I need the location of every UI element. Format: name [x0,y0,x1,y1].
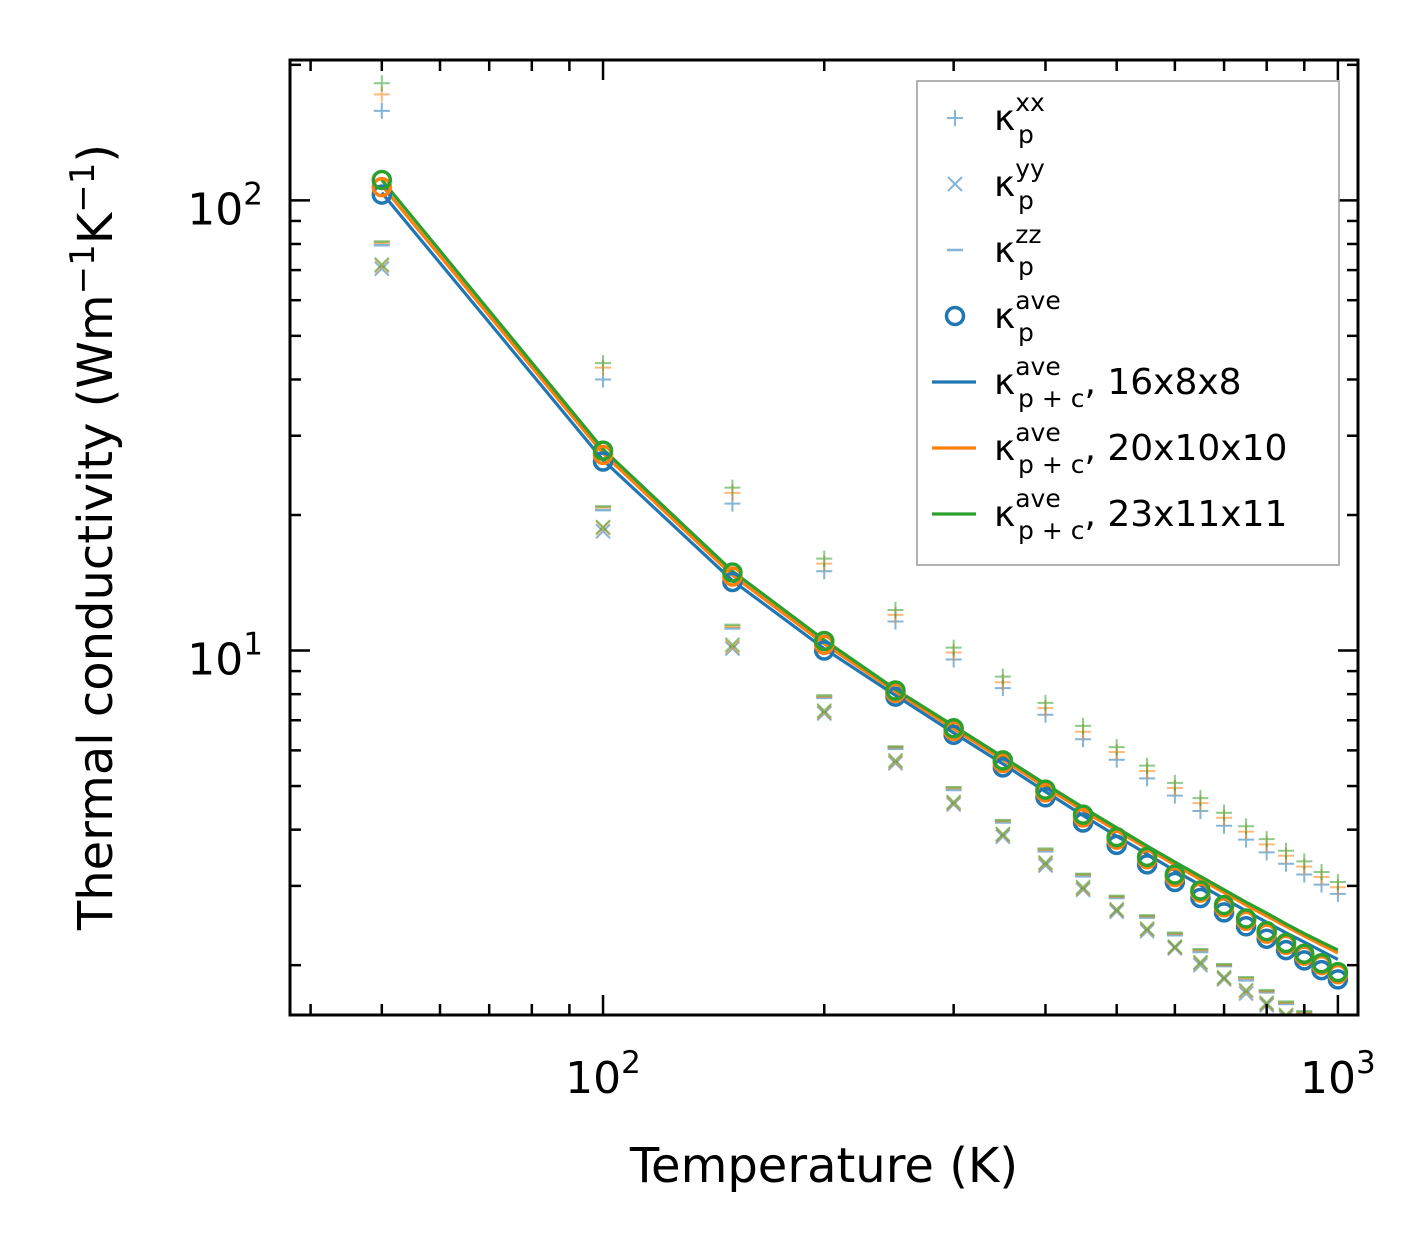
legend-label: κave p + c, 20x10x10 [994,418,1287,479]
plot-area [371,75,1349,1015]
kappa-pc-line-23x11x11 [380,178,1339,952]
kappa-yy-point [1139,923,1155,939]
legend-label: κave p + c, 23x11x11 [994,484,1287,545]
legend-label: κzz p [994,220,1041,281]
kappa-yy-point [1278,1007,1294,1015]
kappa-yy-point [1192,954,1209,970]
kappa-ave-point [1294,943,1315,965]
kappa-xx-point [1258,831,1275,848]
kappa-ave-point [1072,804,1094,825]
kappa-xx-point [373,102,390,119]
kappa-ave-point [722,562,743,583]
kappa-ave-point [1106,826,1127,848]
legend-label: κxx p [994,88,1045,149]
legend-circle-marker [944,305,966,327]
kappa-yy-point [724,638,741,655]
kappa-xx-point [1108,739,1125,756]
kappa-ave-point [592,451,614,472]
kappa-xx-point [1216,804,1233,821]
kappa-yy-point [1192,957,1209,973]
kappa-xx-point [1075,717,1092,734]
kappa-xx-point [724,479,741,496]
kappa-ave-point [813,630,835,652]
y-axis-label: Thermal conductivity (Wm−1K−1) [63,144,124,931]
kappa-yy-point [1108,903,1125,920]
kappa-yy-point [1037,854,1054,871]
x-tick-label: 103 [1300,1045,1376,1104]
kappa-ave-point [885,680,906,701]
kappa-ave-point [1235,908,1257,929]
kappa-yy-point [595,523,611,540]
legend-label: κave p [994,286,1061,347]
kappa-yy-point [1139,921,1155,937]
kappa-ave-point [1035,779,1056,800]
legend-box [916,80,1340,566]
kappa-yy-point [1037,857,1054,874]
kappa-yy-point [374,256,390,273]
kappa-xx-point [1296,853,1313,870]
kappa-ave-point [1256,920,1277,942]
tick-labels: 102 103 101 102 [187,176,1376,1104]
kappa-xx-point [1139,757,1156,774]
kappa-yy-point [595,519,611,535]
y-tick-label: 102 [187,176,263,235]
kappa-xx-point [1166,774,1183,791]
axis-ticks [290,60,1358,1015]
legend-label: κyy p [994,154,1045,215]
kappa-ave-point [943,717,964,739]
kappa-xx-point [1192,790,1209,807]
x-tick-label: 102 [565,1045,641,1104]
kappa-xx-point [1037,694,1054,711]
kappa-yy-point [724,640,741,657]
kappa-yy-point [887,752,904,769]
kappa-yy-point [995,828,1011,845]
kappa-xx-point [373,75,390,92]
kappa-ave-point [371,176,393,198]
kappa-ave-point [992,750,1014,771]
kappa-yy-point [816,702,832,719]
kappa-yy-point [1258,995,1275,1011]
kappa-yy-point [1238,982,1254,998]
kappa-ave-point [592,440,614,461]
kappa-ave-point [813,640,835,661]
kappa-xx-point [945,639,962,656]
kappa-yy-point [945,794,962,810]
kappa-yy-point [1216,969,1232,985]
kappa-xx-point [994,668,1011,685]
kappa-yy-point [1167,938,1183,955]
kappa-ave-point [371,169,393,191]
kappa-yy-point [995,826,1011,842]
kappa-ave-point [1190,880,1211,901]
legend-label: κave p + c, 16x8x8 [994,352,1242,413]
kappa-ave-point [1327,961,1349,983]
kappa-xx-point [1313,864,1330,881]
x-axis-label: Temperature (K) [629,1138,1018,1194]
kappa-yy-point [1238,985,1254,1002]
kappa-pc-line-16x8x8 [380,191,1339,961]
kappa-ave-point [1311,952,1332,974]
plot-frame [288,58,1360,1017]
kappa-yy-point [374,260,390,277]
kappa-pc-line-20x10x10 [380,184,1339,955]
kappa-yy-point [1108,901,1125,918]
kappa-xx-point [595,355,612,372]
legend-plus-marker [947,110,963,126]
series-group [371,75,1349,1015]
kappa-ave-point [1164,864,1186,885]
kappa-yy-point [1075,879,1091,895]
kappa-xx-point [1278,842,1295,859]
kappa-xx-point [1238,818,1255,835]
kappa-yy-point [724,637,741,653]
kappa-ave-point [1136,846,1158,868]
kappa-ave-point [1275,932,1297,954]
kappa-ave-point [1213,894,1235,916]
y-tick-label: 101 [187,627,263,686]
kappa-xx-point [1329,874,1346,891]
kappa-ave-point [371,184,393,205]
kappa-xx-point [816,550,833,567]
kappa-xx-point [887,602,904,619]
legend-cross-marker [947,176,963,192]
